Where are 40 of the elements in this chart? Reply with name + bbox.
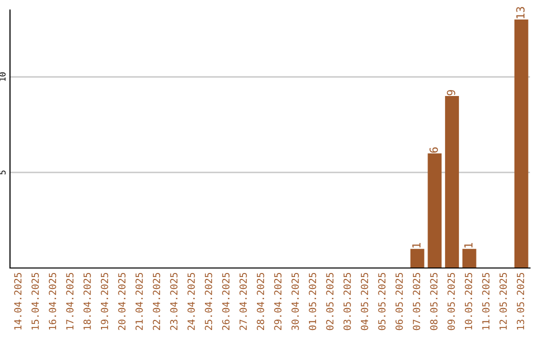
data-label: 6 [430, 147, 438, 153]
x-tick-label: 12.05.2025 [499, 272, 507, 330]
x-tick-label: 29.04.2025 [274, 272, 282, 330]
data-label: 1 [464, 242, 472, 248]
x-tick-label: 15.04.2025 [31, 272, 39, 330]
x-tick-label: 26.04.2025 [222, 272, 230, 330]
x-tick-label: 14.04.2025 [14, 272, 22, 330]
x-tick-label: 17.04.2025 [66, 272, 74, 330]
bar [514, 20, 528, 268]
x-tick-label: 21.04.2025 [135, 272, 143, 330]
x-tick-label: 03.05.2025 [343, 272, 351, 330]
data-label: 9 [446, 90, 456, 96]
x-tick-label: 01.05.2025 [308, 272, 316, 330]
x-tick-label: 20.04.2025 [118, 272, 126, 330]
x-tick-label: 06.05.2025 [395, 272, 403, 330]
x-tick-label: 22.04.2025 [152, 272, 160, 330]
x-tick-label: 18.04.2025 [83, 272, 91, 330]
data-label: 13 [516, 7, 525, 18]
x-tick-label: 04.05.2025 [360, 272, 368, 330]
x-tick-label: 19.04.2025 [100, 272, 108, 330]
x-tick-label: 25.04.2025 [204, 272, 212, 330]
bar [410, 248, 424, 268]
x-tick-label: 27.04.2025 [239, 272, 247, 330]
x-tick-label: 24.04.2025 [187, 272, 195, 330]
x-tick-label: 16.04.2025 [48, 272, 56, 330]
x-tick-label: 05.05.2025 [378, 272, 386, 330]
x-tick-label: 08.05.2025 [430, 272, 438, 330]
bar [462, 248, 476, 268]
x-tick-label: 07.05.2025 [412, 272, 420, 330]
x-tick-label: 02.05.2025 [326, 272, 334, 330]
data-label: 1 [412, 242, 420, 248]
x-tick-label: 30.04.2025 [291, 272, 299, 330]
x-tick-label: 11.05.2025 [482, 272, 490, 330]
x-tick-label: 10.05.2025 [464, 272, 472, 330]
bar [445, 96, 459, 268]
x-tick-label: 13.05.2025 [516, 272, 524, 330]
x-tick-label: 28.04.2025 [256, 272, 264, 330]
x-tick-label: 23.04.2025 [170, 272, 178, 330]
x-tick-label: 09.05.2025 [447, 272, 455, 330]
bar [428, 153, 442, 268]
